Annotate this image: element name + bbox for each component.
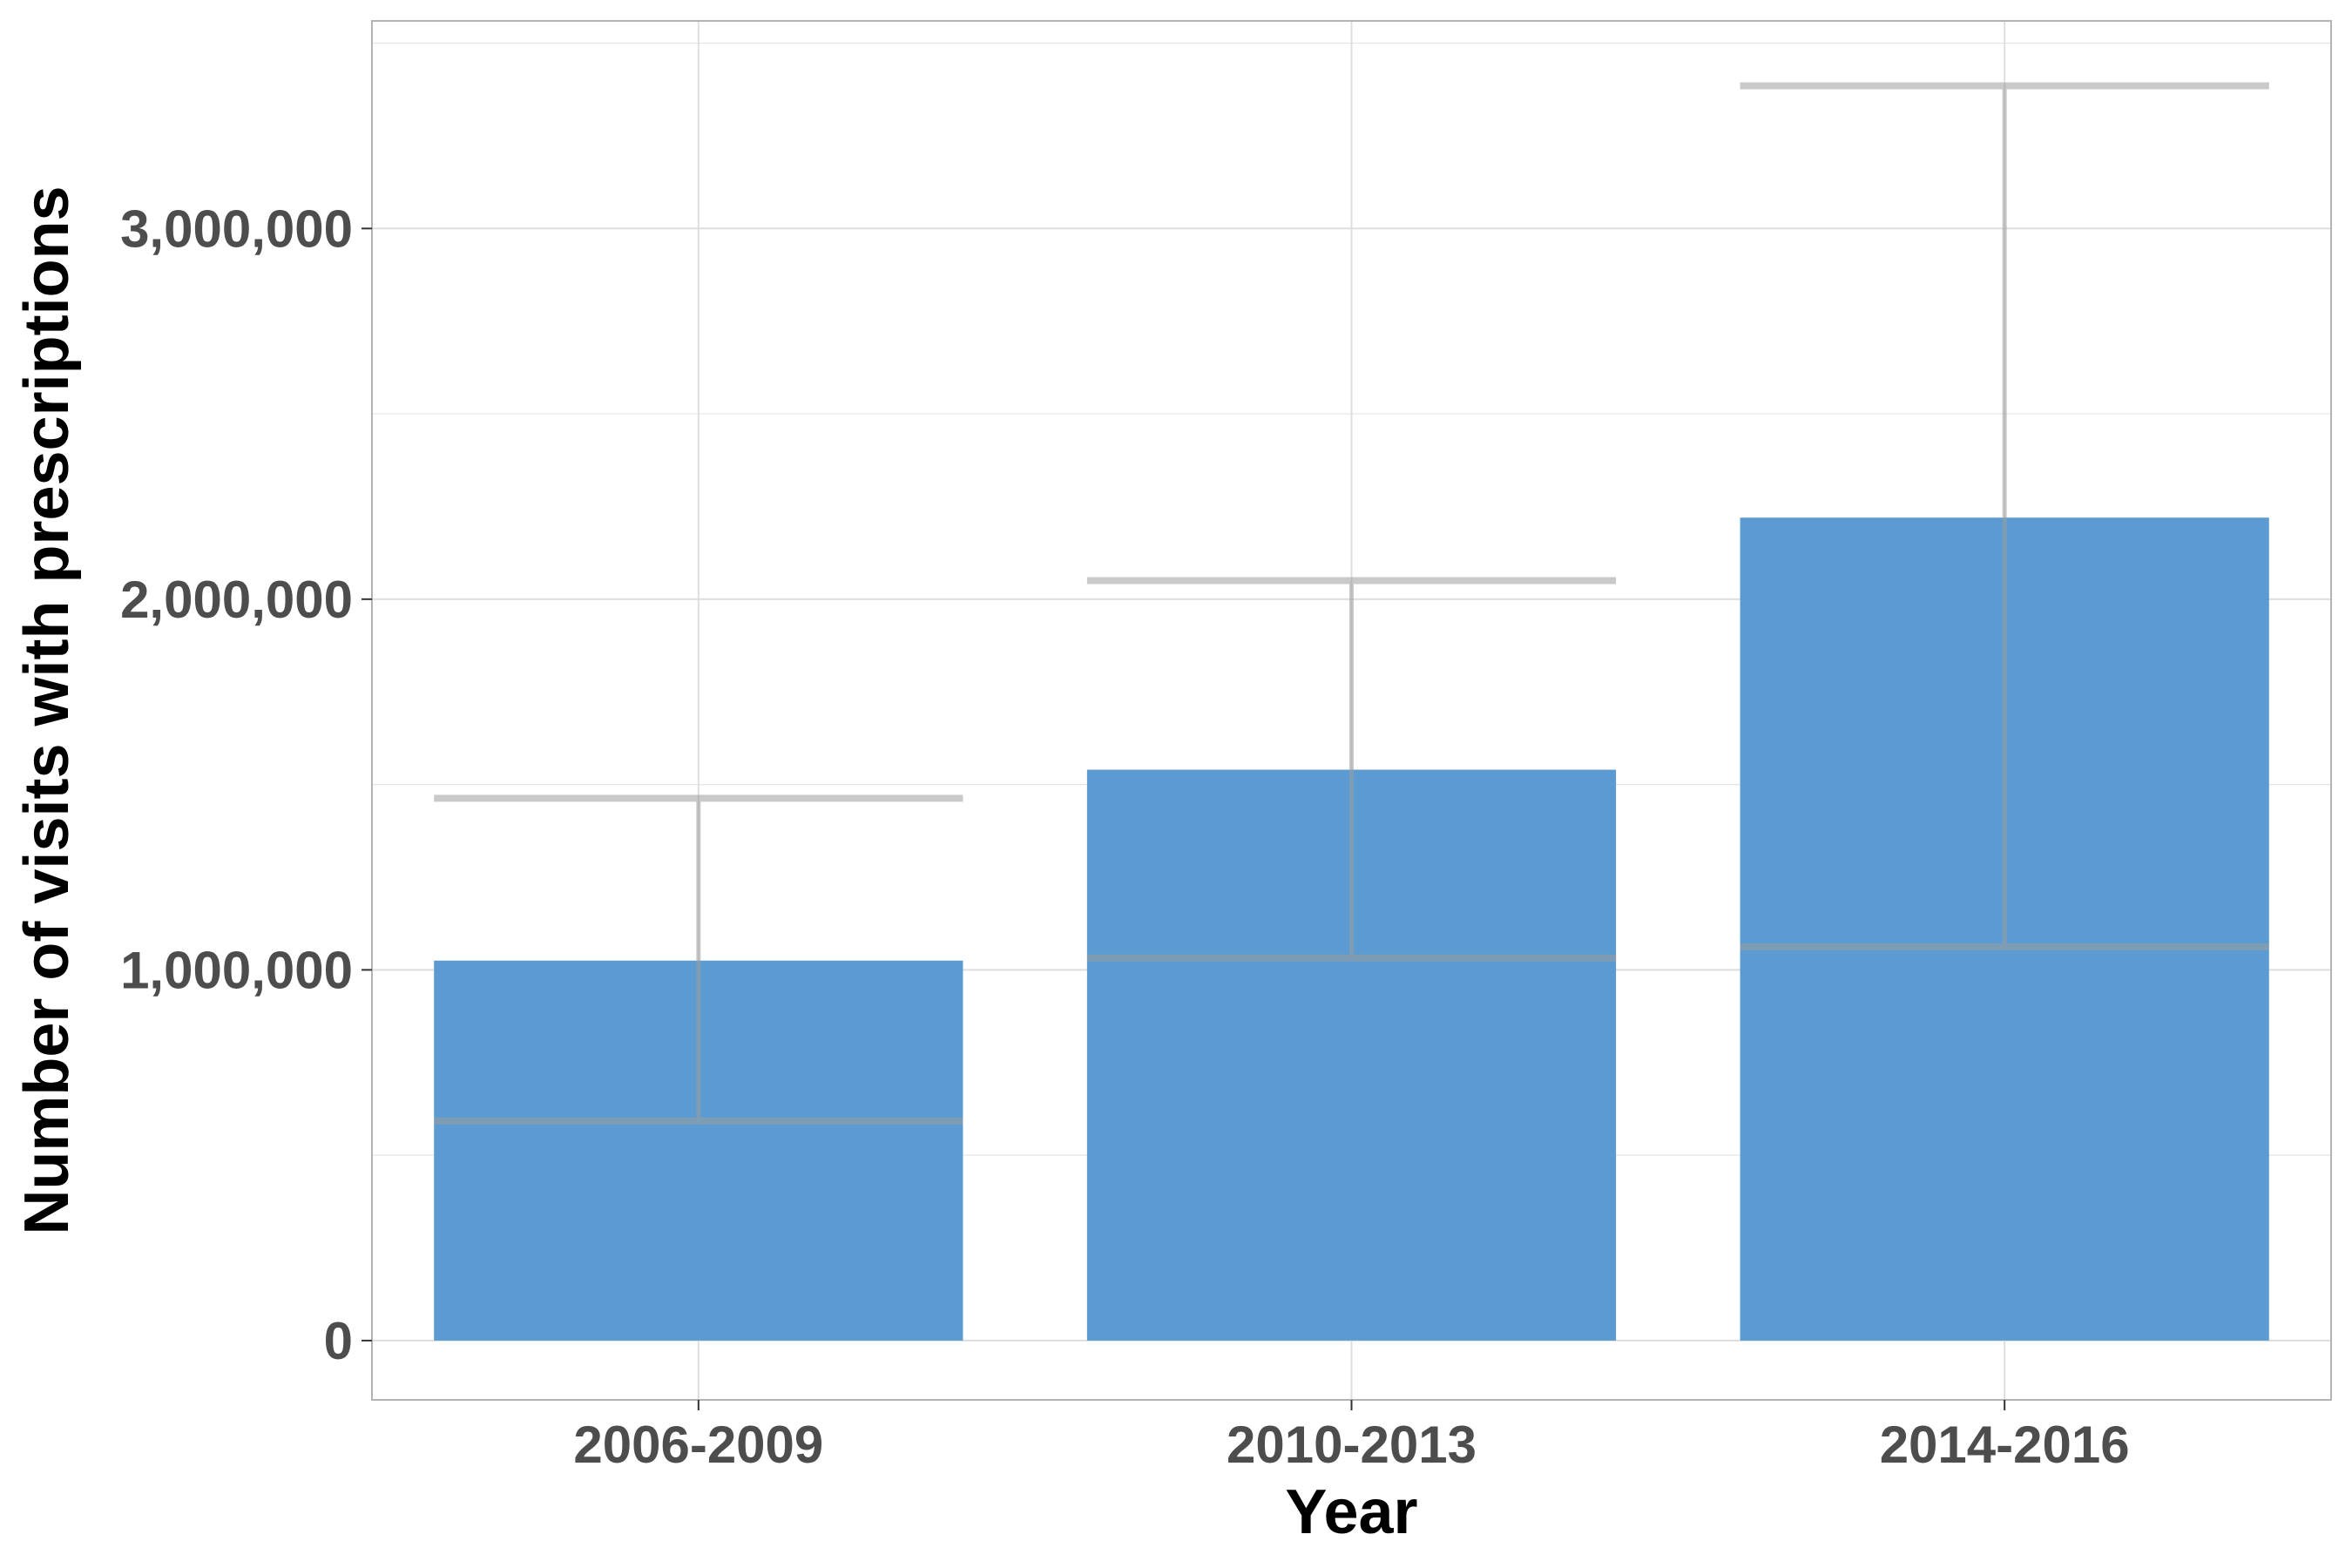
error-bar-2006-2009	[434, 794, 963, 1125]
x-tick-label: 2006-2009	[573, 1416, 823, 1474]
axis-ticks: 0 1,000,000 2,000,000 3,000,000 2006-2009 201…	[120, 199, 2130, 1474]
y-tick-label: 1,000,000	[120, 941, 353, 999]
error-bar-2014-2016	[1740, 82, 2269, 950]
error-bar-2010-2013	[1086, 577, 1617, 962]
error-bars	[434, 82, 2269, 1125]
x-axis-title: Year	[1285, 1477, 1417, 1547]
x-tick-label: 2010-2013	[1227, 1416, 1477, 1474]
y-tick-label: 3,000,000	[120, 199, 353, 258]
y-axis-title: Number of visits with prescriptions	[12, 186, 82, 1234]
y-tick-label: 0	[324, 1312, 353, 1370]
y-tick-label: 2,000,000	[120, 571, 353, 629]
x-tick-label: 2014-2016	[1880, 1416, 2130, 1474]
